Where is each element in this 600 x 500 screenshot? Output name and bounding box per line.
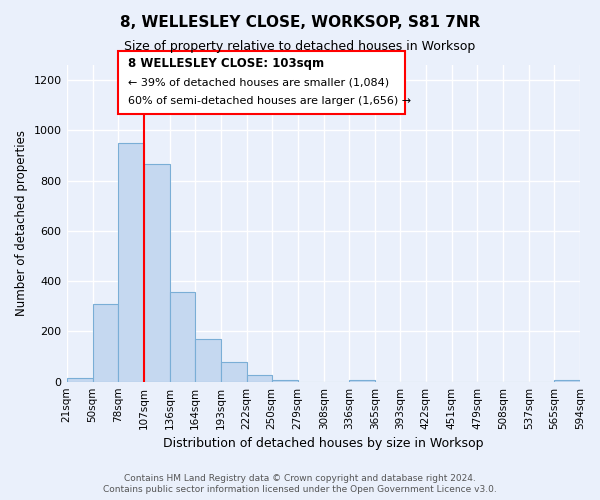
FancyBboxPatch shape — [118, 50, 406, 114]
Text: 8 WELLESLEY CLOSE: 103sqm: 8 WELLESLEY CLOSE: 103sqm — [128, 57, 324, 70]
Bar — [221, 362, 247, 382]
Bar — [272, 380, 298, 382]
Text: Contains HM Land Registry data © Crown copyright and database right 2024.: Contains HM Land Registry data © Crown c… — [124, 474, 476, 483]
Text: 60% of semi-detached houses are larger (1,656) →: 60% of semi-detached houses are larger (… — [128, 96, 411, 106]
X-axis label: Distribution of detached houses by size in Worksop: Distribution of detached houses by size … — [163, 437, 484, 450]
Text: Contains public sector information licensed under the Open Government Licence v3: Contains public sector information licen… — [103, 485, 497, 494]
Bar — [247, 376, 272, 382]
Bar — [143, 164, 170, 382]
Bar — [349, 380, 375, 382]
Bar — [170, 292, 194, 382]
Y-axis label: Number of detached properties: Number of detached properties — [15, 130, 28, 316]
Bar — [554, 380, 580, 382]
Bar — [67, 378, 92, 382]
Bar — [92, 304, 118, 382]
Text: Size of property relative to detached houses in Worksop: Size of property relative to detached ho… — [124, 40, 476, 53]
Text: ← 39% of detached houses are smaller (1,084): ← 39% of detached houses are smaller (1,… — [128, 78, 389, 88]
Text: 8, WELLESLEY CLOSE, WORKSOP, S81 7NR: 8, WELLESLEY CLOSE, WORKSOP, S81 7NR — [120, 15, 480, 30]
Bar — [194, 339, 221, 382]
Bar — [118, 143, 143, 382]
